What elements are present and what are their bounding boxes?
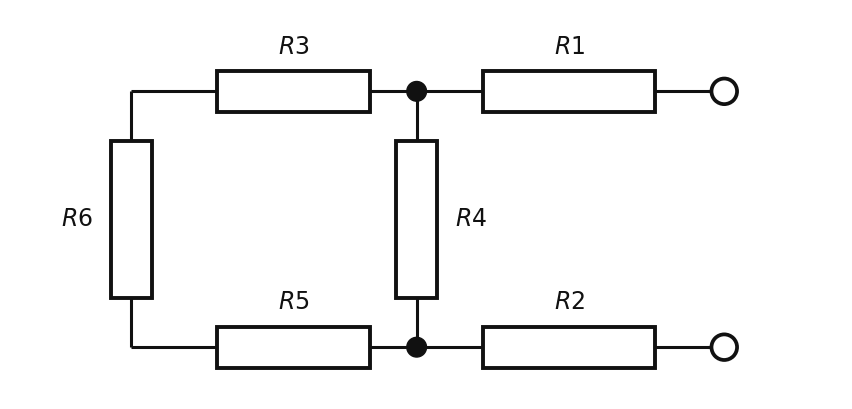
Circle shape <box>711 79 736 104</box>
Text: $R5$: $R5$ <box>278 291 309 315</box>
Text: $R4$: $R4$ <box>454 208 486 231</box>
FancyBboxPatch shape <box>217 71 370 112</box>
Text: $R6$: $R6$ <box>61 208 93 231</box>
Circle shape <box>406 81 426 101</box>
FancyBboxPatch shape <box>482 71 654 112</box>
Circle shape <box>406 337 426 357</box>
FancyBboxPatch shape <box>217 326 370 368</box>
FancyBboxPatch shape <box>111 141 152 298</box>
Text: $R2$: $R2$ <box>553 291 584 315</box>
Circle shape <box>711 335 736 360</box>
Text: $R3$: $R3$ <box>278 36 309 58</box>
FancyBboxPatch shape <box>395 141 437 298</box>
FancyBboxPatch shape <box>482 326 654 368</box>
Text: $R1$: $R1$ <box>553 36 584 58</box>
